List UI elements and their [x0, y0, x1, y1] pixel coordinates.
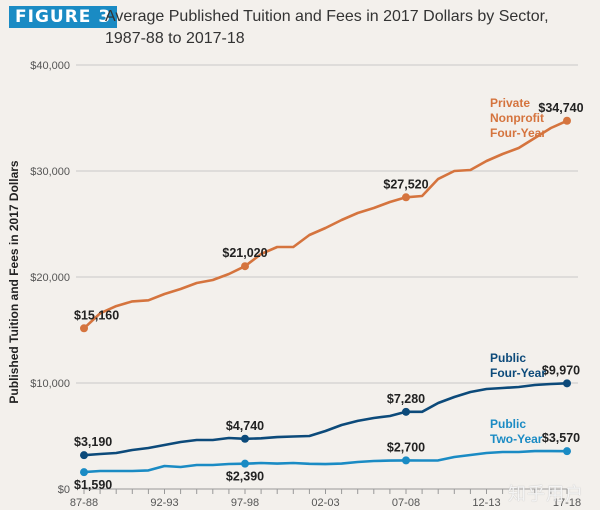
series-label-public2: Public: [490, 417, 526, 431]
series-label-public4: Public: [490, 351, 526, 365]
series-line-public4: [82, 382, 569, 457]
data-point-public2: [563, 447, 571, 456]
watermark: 知乎用户: [508, 484, 584, 504]
data-point-private: [563, 116, 571, 125]
data-label: $9,970: [542, 363, 580, 377]
data-point-public2: [80, 468, 88, 477]
y-axis-label: Published Tuition and Fees in 2017 Dolla…: [7, 160, 21, 403]
data-label: $15,160: [74, 308, 119, 322]
y-tick-label: $10,000: [30, 378, 70, 390]
x-tick-label: 97-98: [231, 497, 259, 509]
x-tick-label: 02-03: [311, 497, 339, 509]
series-label-public4: Four-Year: [490, 366, 546, 380]
chart-title-line1: Average Published Tuition and Fees in 20…: [105, 8, 549, 25]
y-tick-label: $40,000: [30, 60, 70, 72]
data-label: $34,740: [538, 101, 583, 115]
series-label-private: Nonprofit: [490, 111, 544, 125]
data-labels: $15,160 $21,020 $27,520 $34,740 $3,190 $4,740…: [74, 101, 584, 492]
series-label-public2: Two-Year: [490, 432, 543, 446]
data-label: $1,590: [74, 478, 112, 492]
series-label-private: Private: [490, 96, 530, 110]
series-labels: PrivateNonprofitFour-YearPublicFour-Year…: [490, 96, 546, 446]
chart-title-line2: 1987-88 to 2017-18: [105, 30, 245, 47]
data-label: $3,570: [542, 431, 580, 445]
x-tick-label: 92-93: [150, 497, 178, 509]
series-label-private: Four-Year: [490, 126, 546, 140]
chart-title: Average Published Tuition and Fees in 20…: [105, 6, 585, 50]
series-lines: [82, 119, 569, 474]
y-tick-label: $20,000: [30, 272, 70, 284]
data-point-public4: [80, 451, 88, 460]
data-point-public2: [402, 456, 410, 465]
data-label: $3,190: [74, 435, 112, 449]
figure-badge: FIGURE 3: [9, 6, 118, 28]
x-tick-label: 07-08: [392, 497, 420, 509]
data-points: [80, 116, 571, 477]
data-point-private: [241, 262, 249, 271]
x-tick-label: 12-13: [472, 497, 500, 509]
data-point-public4: [241, 434, 249, 443]
y-tick-label: $0: [58, 484, 70, 496]
data-point-public4: [563, 379, 571, 388]
data-label: $7,280: [387, 392, 425, 406]
data-label: $27,520: [383, 177, 428, 191]
x-tick-label: 17-18: [553, 497, 581, 509]
data-point-private: [402, 193, 410, 202]
y-axis-ticks: $0 $10,000 $20,000 $30,000 $40,000: [30, 60, 70, 496]
data-point-public2: [241, 459, 249, 468]
data-label: $2,700: [387, 440, 425, 454]
data-point-private: [80, 324, 88, 333]
x-tick-label: 87-88: [70, 497, 98, 509]
grid-lines: [76, 64, 578, 384]
series-line-public2: [82, 449, 569, 474]
y-tick-label: $30,000: [30, 166, 70, 178]
data-point-public4: [402, 407, 410, 416]
x-axis: 87-88 92-93 97-98 02-03 07-08 12-13 17-18: [70, 488, 581, 509]
data-label: $2,390: [226, 470, 264, 484]
figure-header: FIGURE 3 Average Published Tuition and F…: [0, 0, 600, 56]
series-line-private: [82, 119, 569, 330]
data-label: $21,020: [222, 246, 267, 260]
data-label: $4,740: [226, 419, 264, 433]
